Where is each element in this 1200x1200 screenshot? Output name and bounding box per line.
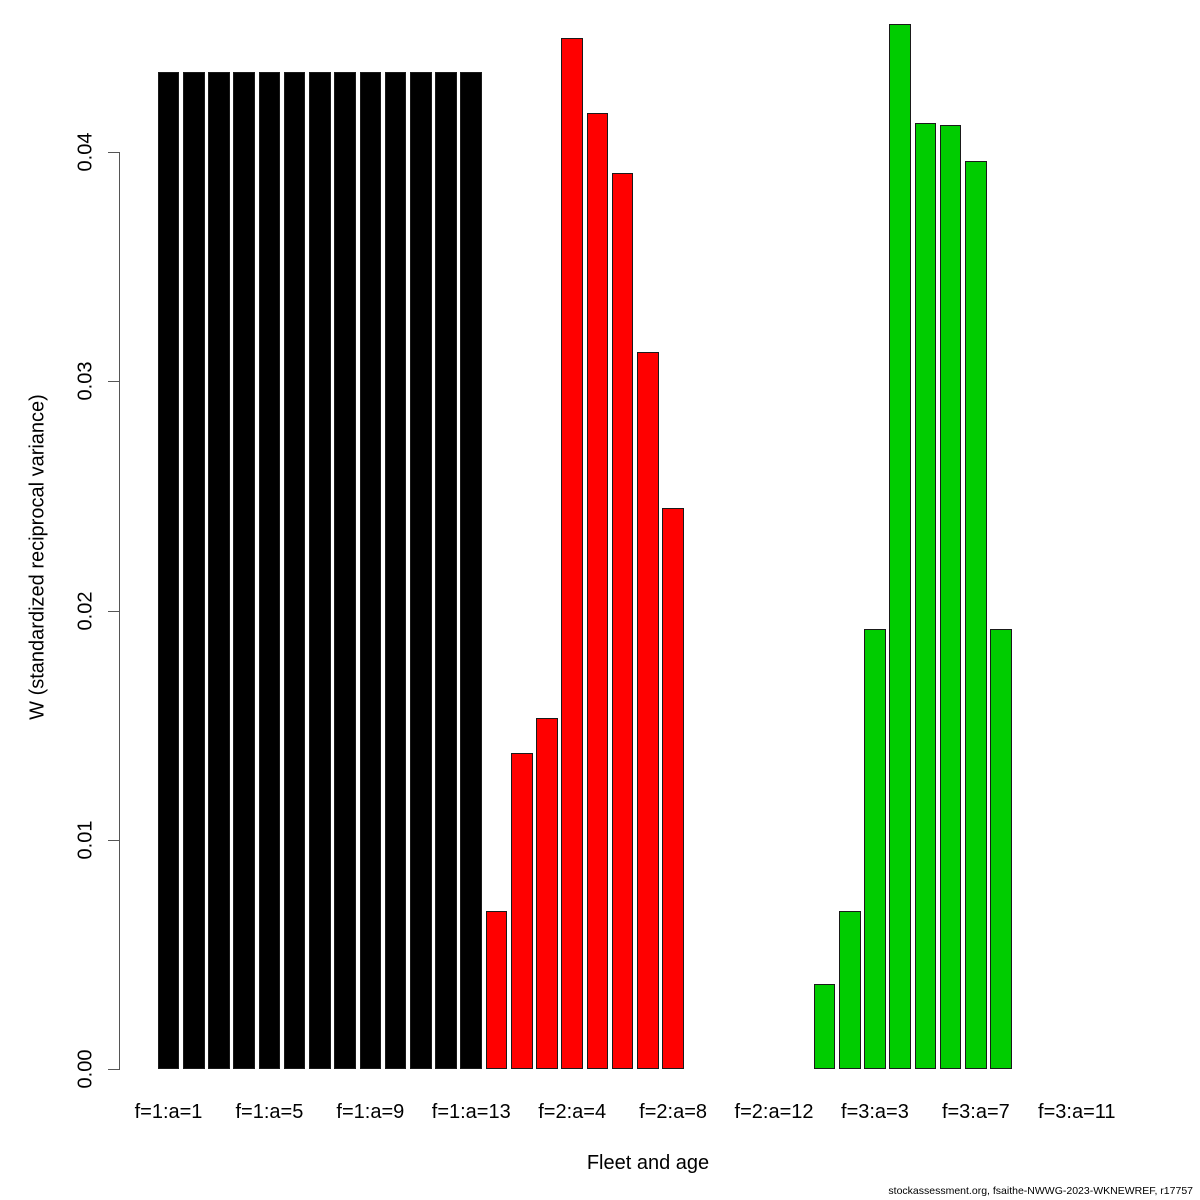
x-axis-title: Fleet and age [586, 1152, 710, 1174]
bar-f=1:a=2 [182, 72, 205, 1069]
citation-text: stockassessment.org, fsaithe-NWWG-2023-W… [888, 1185, 1193, 1197]
x-tick-label: f=2:a=12 [734, 1101, 814, 1123]
bar-f=2:a=6 [611, 172, 634, 1069]
y-tick-label: 0.01 [74, 820, 97, 860]
bar-f=2:a=7 [637, 351, 659, 1069]
bar-f=2:a=4 [561, 37, 583, 1069]
bar-f=1:a=13 [460, 72, 483, 1069]
y-axis-tick [108, 1069, 120, 1070]
bar-f=2:a=1 [485, 910, 508, 1069]
y-tick-label: 0.02 [74, 591, 97, 631]
bar-f=1:a=11 [410, 72, 432, 1069]
bar-f=2:a=5 [586, 113, 609, 1069]
bar-f=2:a=2 [510, 752, 533, 1069]
bar-f=1:a=5 [258, 72, 281, 1069]
x-tick-label: f=2:a=4 [538, 1101, 607, 1123]
y-axis-tick [108, 381, 120, 383]
bar-f=1:a=8 [334, 72, 356, 1069]
y-tick-label: 0.03 [74, 362, 97, 401]
bar-f=1:a=7 [309, 72, 331, 1069]
y-tick-label: 0.00 [74, 1049, 97, 1089]
bar-f=2:a=3 [536, 718, 558, 1069]
y-axis-tick [108, 610, 120, 612]
bar-f=1:a=10 [384, 72, 407, 1069]
x-tick-label: f=1:a=13 [431, 1101, 511, 1123]
y-axis-tick [108, 839, 120, 841]
x-tick-label: f=2:a=8 [639, 1101, 708, 1123]
y-tick-label: 0.04 [74, 132, 97, 172]
bar-f=3:a=4 [889, 23, 911, 1069]
bar-f=3:a=1 [813, 984, 836, 1069]
x-tick-label: f=1:a=9 [336, 1101, 405, 1123]
x-tick-label: f=3:a=3 [841, 1101, 909, 1123]
x-tick-label: f=1:a=1 [134, 1101, 203, 1123]
bar-f=1:a=3 [208, 72, 230, 1069]
bar-f=1:a=9 [359, 72, 382, 1069]
x-tick-label: f=3:a=7 [941, 1101, 1010, 1123]
bar-f=3:a=8 [990, 628, 1012, 1069]
bar-f=1:a=4 [233, 72, 255, 1069]
y-axis-tick [108, 152, 120, 154]
x-tick-label: f=3:a=11 [1038, 1101, 1116, 1123]
bar-f=3:a=6 [939, 124, 962, 1069]
bar-f=1:a=12 [435, 72, 457, 1069]
bar-f=3:a=3 [864, 628, 886, 1069]
bar-f=1:a=6 [283, 72, 306, 1069]
bar-f=3:a=2 [838, 910, 861, 1069]
x-tick-label: f=1:a=5 [235, 1101, 304, 1123]
bar-f=2:a=8 [662, 507, 684, 1069]
bar-f=1:a=1 [157, 72, 180, 1069]
bar-f=3:a=5 [914, 122, 937, 1069]
y-axis-title: W (standardized reciprocal variance) [26, 394, 49, 720]
bar-f=3:a=7 [965, 161, 987, 1069]
